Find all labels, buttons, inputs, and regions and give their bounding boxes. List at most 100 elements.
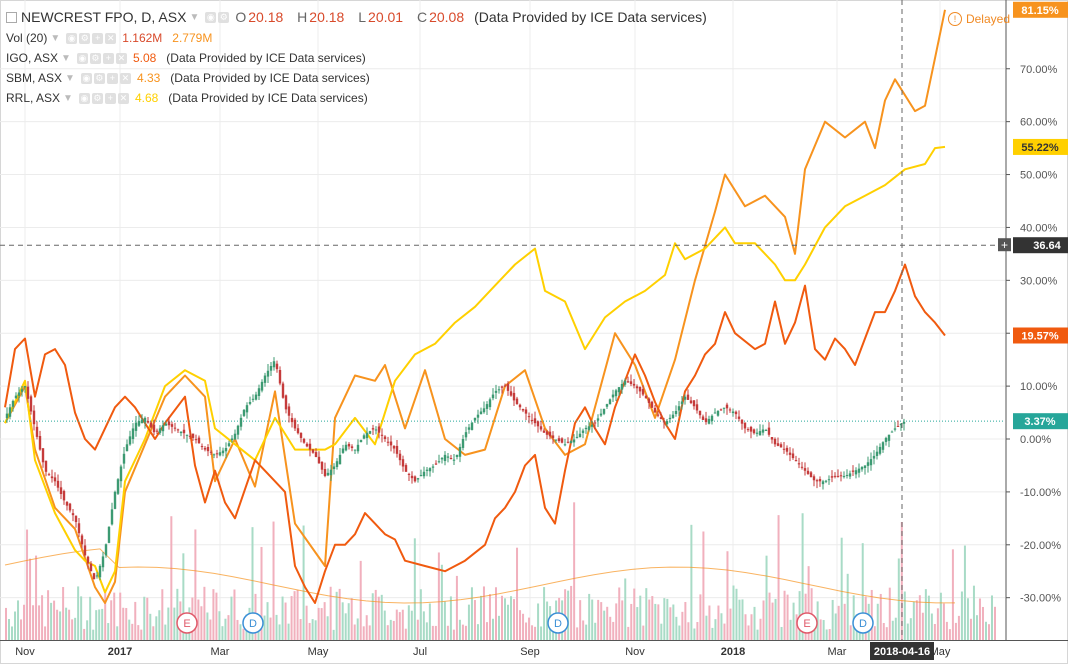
volume-bar (281, 596, 284, 640)
candle (503, 385, 507, 387)
volume-bar (546, 601, 549, 640)
volume-bar (11, 626, 14, 640)
candle (200, 446, 204, 448)
volume-bar (783, 590, 786, 640)
volume-bar (972, 585, 975, 640)
delayed-badge[interactable]: ! Delayed (947, 12, 1010, 26)
gear-icon[interactable]: ⚙ (93, 72, 105, 84)
candle (872, 455, 876, 459)
volume-bar (158, 610, 161, 640)
candle (221, 450, 225, 454)
candle (230, 438, 234, 441)
eye-icon[interactable]: ◉ (66, 32, 78, 44)
eye-icon[interactable]: ◉ (78, 92, 90, 104)
volume-bar (684, 601, 687, 640)
volume-bar (161, 589, 164, 640)
volume-bar (74, 617, 77, 640)
volume-bar (317, 607, 320, 640)
volume-bar (431, 625, 434, 640)
candle (56, 480, 60, 488)
earnings-marker[interactable]: E (176, 612, 198, 634)
y-tick-label: -20.00% (1020, 540, 1061, 552)
candle (704, 418, 708, 423)
candle (368, 431, 372, 434)
compare-label[interactable]: SBM, ASX (6, 71, 63, 85)
y-tick-label: 30.00% (1020, 275, 1058, 287)
candle (578, 433, 582, 438)
chevron-down-icon[interactable]: ▼ (50, 32, 61, 44)
volume-bar (564, 589, 567, 640)
volume-bar (522, 613, 525, 640)
volume-bar (726, 551, 729, 640)
volume-bar (287, 623, 290, 640)
candle (287, 406, 291, 416)
volume-bar (876, 603, 879, 640)
plus-icon[interactable]: + (106, 72, 118, 84)
volume-bar (392, 620, 395, 640)
candle (104, 544, 108, 556)
candle (533, 418, 537, 424)
candle (731, 411, 735, 414)
candle (560, 438, 564, 443)
eye-icon[interactable]: ◉ (205, 11, 217, 23)
plus-icon (998, 238, 1011, 252)
vol-value-2: 2.779M (172, 31, 213, 45)
volume-bar (50, 602, 53, 640)
compare-label[interactable]: IGO, ASX (6, 51, 59, 65)
volume-bar (422, 611, 425, 640)
volume-bar (603, 610, 606, 640)
close-icon[interactable]: ✕ (105, 32, 117, 44)
gear-icon[interactable]: ⚙ (218, 11, 230, 23)
candle (323, 468, 327, 477)
volume-bar (900, 522, 903, 640)
candle (860, 467, 864, 470)
dividend-marker[interactable]: D (852, 612, 874, 634)
compare-label[interactable]: RRL, ASX (6, 91, 61, 105)
eye-icon[interactable]: ◉ (76, 52, 88, 64)
chevron-down-icon[interactable]: ▼ (63, 92, 73, 104)
candle (893, 428, 897, 430)
volume-bar (573, 502, 576, 640)
candle (263, 375, 267, 383)
close-icon[interactable]: ✕ (115, 52, 127, 64)
collapse-icon[interactable] (6, 11, 17, 23)
volume-bar (909, 618, 912, 640)
volume-bar (38, 605, 41, 640)
volume-bar (167, 607, 170, 640)
x-tick-label: Sep (520, 646, 540, 658)
gear-icon[interactable]: ⚙ (91, 92, 103, 104)
candle (557, 438, 561, 442)
volume-bar (615, 603, 618, 640)
volume-bar (212, 589, 215, 640)
dividend-marker[interactable]: D (547, 612, 569, 634)
candle (83, 545, 87, 556)
chevron-down-icon[interactable]: ▼ (61, 52, 71, 64)
volume-bar (576, 627, 579, 640)
candle (716, 410, 720, 416)
dividend-marker[interactable]: D (242, 612, 264, 634)
candle (170, 424, 174, 427)
volume-bar (80, 596, 83, 640)
close-icon[interactable]: ✕ (117, 92, 129, 104)
plus-icon[interactable]: + (104, 92, 116, 104)
close-icon[interactable]: ✕ (119, 72, 131, 84)
candle (431, 466, 435, 468)
gear-icon[interactable]: ⚙ (79, 32, 91, 44)
vol-label[interactable]: Vol (20) (6, 31, 48, 45)
volume-bar (404, 628, 407, 640)
volume-bar (642, 625, 645, 640)
symbol-title[interactable]: NEWCREST FPO, D, ASX (21, 9, 187, 25)
eye-icon[interactable]: ◉ (80, 72, 92, 84)
plus-icon[interactable]: + (102, 52, 114, 64)
chevron-down-icon[interactable]: ▼ (65, 72, 75, 84)
volume-bar (516, 547, 519, 640)
volume-bar (531, 625, 534, 640)
volume-bar (386, 625, 389, 640)
chevron-down-icon[interactable]: ▼ (189, 11, 200, 23)
gear-icon[interactable]: ⚙ (89, 52, 101, 64)
earnings-marker[interactable]: E (796, 612, 818, 634)
volume-bar (819, 619, 822, 640)
plus-icon[interactable]: + (92, 32, 104, 44)
